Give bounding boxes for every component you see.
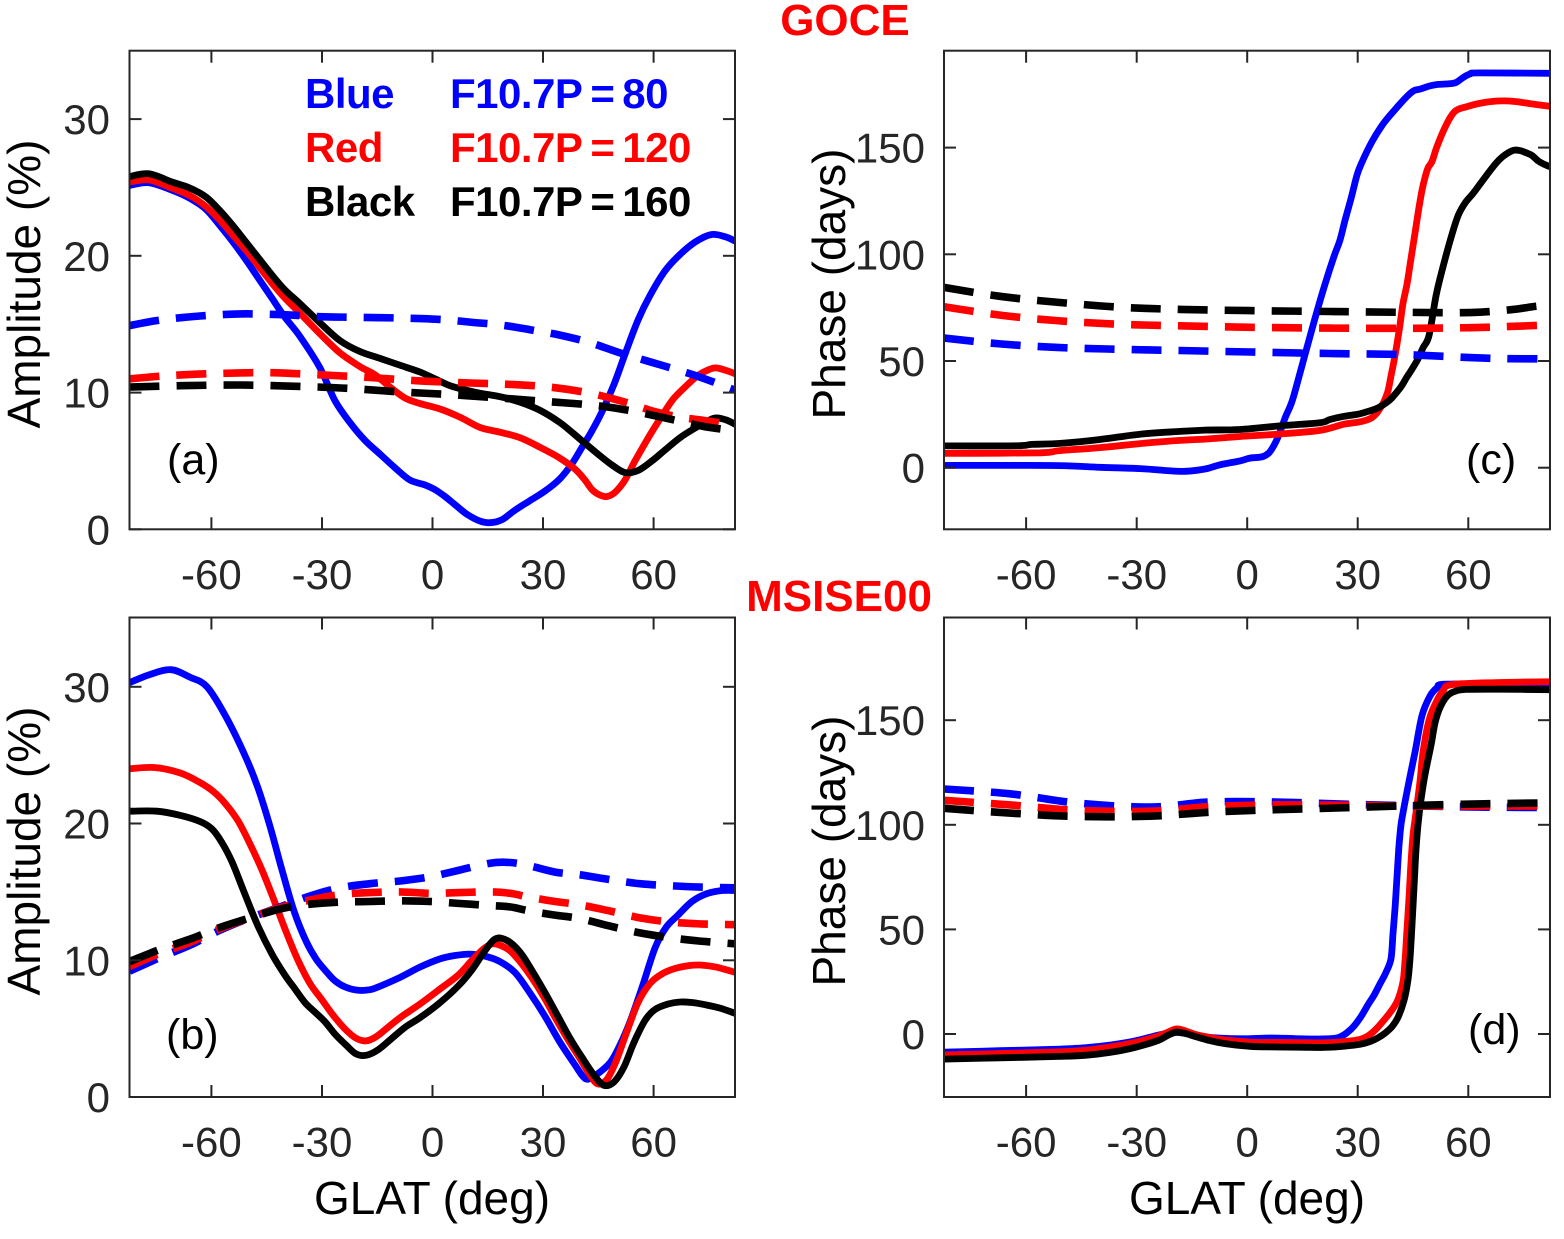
- svg-text:60: 60: [630, 551, 677, 598]
- svg-text:0: 0: [421, 1119, 444, 1166]
- svg-text:Blue: Blue: [305, 70, 394, 117]
- svg-text:60: 60: [1445, 551, 1492, 598]
- svg-text:Phase (days): Phase (days): [803, 715, 855, 986]
- svg-text:MSISE00: MSISE00: [746, 572, 932, 621]
- svg-text:-30: -30: [1106, 1119, 1167, 1166]
- svg-text:(b): (b): [166, 1011, 219, 1059]
- svg-text:100: 100: [855, 231, 925, 278]
- svg-text:F10.7P = 160: F10.7P = 160: [450, 178, 691, 225]
- svg-text:30: 30: [1334, 1119, 1381, 1166]
- svg-text:50: 50: [878, 906, 925, 953]
- svg-text:100: 100: [855, 802, 925, 849]
- svg-text:10: 10: [63, 370, 110, 417]
- svg-text:150: 150: [855, 125, 925, 172]
- svg-text:(a): (a): [167, 436, 220, 484]
- svg-text:Amplitude (%): Amplitude (%): [0, 140, 50, 429]
- svg-text:0: 0: [902, 445, 925, 492]
- svg-text:Red: Red: [305, 124, 383, 171]
- svg-text:F10.7P = 80: F10.7P = 80: [450, 70, 668, 117]
- svg-text:-60: -60: [181, 1119, 242, 1166]
- svg-text:30: 30: [63, 664, 110, 711]
- svg-text:-60: -60: [996, 551, 1057, 598]
- svg-text:Black: Black: [305, 178, 416, 225]
- svg-text:0: 0: [87, 506, 110, 553]
- svg-text:20: 20: [63, 801, 110, 848]
- svg-text:(c): (c): [1466, 436, 1516, 484]
- svg-text:150: 150: [855, 697, 925, 744]
- svg-text:Phase (days): Phase (days): [803, 148, 855, 419]
- svg-text:0: 0: [1236, 1119, 1259, 1166]
- svg-text:GLAT (deg): GLAT (deg): [1129, 1172, 1365, 1224]
- svg-text:F10.7P = 120: F10.7P = 120: [450, 124, 691, 171]
- svg-text:30: 30: [63, 96, 110, 143]
- svg-text:30: 30: [1334, 551, 1381, 598]
- svg-text:-60: -60: [996, 1119, 1057, 1166]
- svg-text:50: 50: [878, 338, 925, 385]
- svg-text:GLAT (deg): GLAT (deg): [314, 1172, 550, 1224]
- svg-text:-30: -30: [1106, 551, 1167, 598]
- svg-text:GOCE: GOCE: [780, 0, 910, 45]
- svg-text:Amplitude (%): Amplitude (%): [0, 707, 50, 996]
- svg-text:(d): (d): [1468, 1006, 1521, 1054]
- svg-text:0: 0: [421, 551, 444, 598]
- svg-text:60: 60: [1445, 1119, 1492, 1166]
- svg-text:0: 0: [87, 1074, 110, 1121]
- svg-text:-60: -60: [181, 551, 242, 598]
- svg-text:30: 30: [520, 551, 567, 598]
- svg-text:0: 0: [1236, 551, 1259, 598]
- svg-text:0: 0: [902, 1011, 925, 1058]
- svg-text:60: 60: [630, 1119, 677, 1166]
- svg-text:30: 30: [520, 1119, 567, 1166]
- svg-text:-30: -30: [292, 1119, 353, 1166]
- svg-text:10: 10: [63, 937, 110, 984]
- svg-text:-30: -30: [292, 551, 353, 598]
- svg-text:20: 20: [63, 233, 110, 280]
